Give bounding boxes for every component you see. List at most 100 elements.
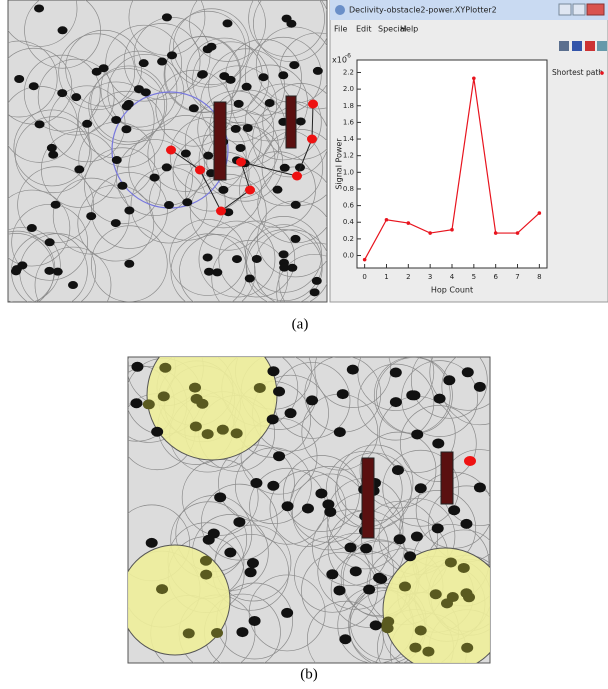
menu-item[interactable]: Special [378, 25, 407, 34]
range-circle [382, 449, 460, 527]
node [414, 483, 427, 494]
minimize-button[interactable] [558, 3, 572, 16]
node [212, 268, 223, 277]
node [295, 117, 306, 126]
node [190, 393, 203, 404]
node [180, 149, 191, 158]
range-circle [155, 69, 233, 147]
node-on-path [308, 99, 318, 109]
node [363, 584, 376, 595]
node [52, 267, 63, 276]
obstacle [213, 101, 227, 181]
node [443, 375, 456, 386]
node [448, 505, 461, 516]
node [289, 61, 300, 70]
node [266, 414, 279, 425]
range-circle [410, 357, 488, 419]
node [121, 125, 132, 134]
node-on-path [292, 171, 302, 181]
node [145, 537, 158, 548]
x-tick-label: 1 [384, 273, 388, 281]
menu-item[interactable]: Edit [356, 25, 372, 34]
node [389, 367, 402, 378]
node [48, 150, 59, 159]
range-circle [240, 417, 318, 495]
node [336, 389, 349, 400]
node [34, 4, 45, 13]
node [167, 51, 178, 60]
tool-icon[interactable] [585, 41, 595, 51]
node [197, 70, 208, 79]
node [281, 607, 294, 618]
x-tick-label: 7 [515, 273, 519, 281]
x-tick-label: 8 [537, 273, 541, 281]
title-bar [330, 0, 608, 20]
range-circle [276, 253, 327, 302]
node [121, 102, 132, 111]
node [399, 581, 412, 592]
node-on-path [166, 145, 176, 155]
node [369, 620, 382, 631]
x-tick-label: 2 [406, 273, 410, 281]
node [235, 143, 246, 152]
node [264, 99, 275, 108]
node [203, 151, 214, 160]
node [34, 120, 45, 129]
node [124, 259, 135, 268]
node [273, 451, 286, 462]
node [409, 642, 422, 653]
menu-item[interactable]: File [334, 25, 347, 34]
node [216, 424, 229, 435]
sim-field [128, 357, 490, 663]
node [222, 19, 233, 28]
node [142, 399, 155, 410]
node [230, 428, 243, 439]
maximize-button[interactable] [572, 3, 586, 16]
range-circle [128, 0, 206, 56]
node [391, 465, 404, 476]
close-button[interactable] [586, 3, 605, 16]
range-circle [359, 431, 437, 509]
node [130, 398, 143, 409]
data-point [472, 76, 476, 81]
range-circle [8, 47, 73, 125]
range-circle [283, 455, 360, 532]
range-circle [244, 83, 322, 161]
node [248, 615, 261, 626]
range-circle [357, 357, 435, 411]
range-circle [218, 220, 296, 298]
range-circle [301, 552, 378, 629]
node [218, 185, 229, 194]
node [408, 390, 421, 401]
range-circle [441, 357, 490, 426]
node [360, 543, 373, 554]
node-on-path [236, 157, 246, 167]
node-on-path [195, 165, 205, 175]
range-circle [293, 535, 371, 613]
menu-item[interactable]: Help [400, 25, 418, 34]
y-tick-label: 1.8 [343, 102, 354, 110]
node [457, 562, 470, 573]
y-tick-label: 0.0 [343, 252, 354, 260]
node [74, 165, 85, 174]
node [82, 119, 93, 128]
tool-icon[interactable] [559, 41, 569, 51]
node [189, 382, 202, 393]
range-circle [100, 50, 178, 128]
node [14, 75, 25, 84]
node [203, 267, 214, 276]
y-tick-label: 1.4 [343, 135, 355, 143]
range-circle [401, 360, 478, 437]
tool-icon[interactable] [572, 41, 582, 51]
y-tick-label: 0.4 [343, 218, 355, 226]
node [44, 266, 55, 275]
range-circle [399, 405, 477, 482]
tool-icon[interactable] [597, 41, 607, 51]
node [326, 569, 339, 580]
node [159, 362, 172, 373]
node [246, 558, 259, 569]
node [344, 542, 357, 553]
node [411, 429, 424, 440]
data-point [428, 231, 432, 235]
